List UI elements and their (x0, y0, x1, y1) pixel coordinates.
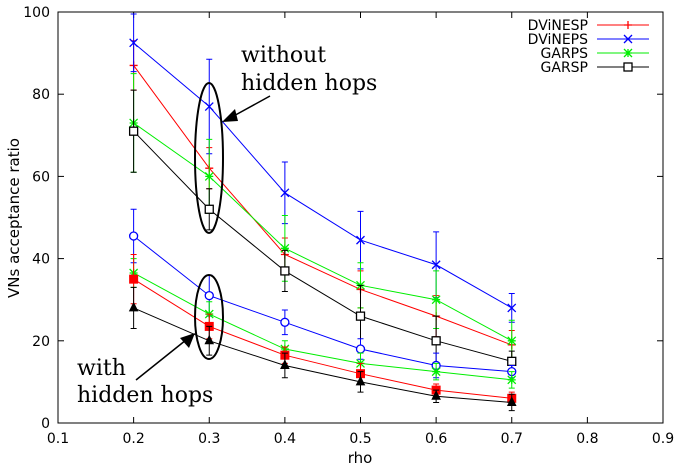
series-line (133, 65, 512, 346)
data-point (129, 38, 139, 48)
annotation-arrow-with (135, 333, 195, 381)
x-axis-title: rho (348, 449, 373, 467)
series-line (133, 122, 512, 342)
legend-marker (623, 48, 633, 58)
legend-label: DViNEPS (528, 32, 588, 48)
annotation-without-hidden-hops-line2: hidden hops (241, 71, 377, 96)
data-point (507, 303, 517, 313)
data-point (355, 311, 366, 321)
x-tick-label: 0.2 (122, 431, 144, 447)
y-tick-label: 80 (32, 87, 50, 103)
legend-item-dvinesp: DViNESP (528, 18, 649, 34)
x-tick-label: 0.5 (349, 431, 371, 447)
data-point (431, 295, 441, 305)
highlight-ellipse-without (194, 82, 224, 234)
data-point (355, 375, 366, 386)
legend-label: GARPS (541, 46, 589, 62)
data-point (204, 171, 214, 181)
y-tick-label: 40 (32, 252, 50, 268)
data-point (128, 126, 139, 136)
data-point (356, 235, 365, 245)
data-point (280, 359, 290, 369)
x-tick-label: 0.9 (652, 431, 674, 447)
data-point (128, 301, 139, 312)
legend-label: GARSP (541, 60, 588, 76)
y-tick-label: 60 (32, 169, 50, 185)
legend-item-garsp: GARSP (541, 60, 649, 76)
data-point (507, 356, 517, 367)
annotation-arrow-without (222, 95, 271, 122)
data-point (204, 204, 214, 214)
data-point (431, 367, 441, 377)
annotation-with-hidden-hops-line1: with (77, 356, 126, 381)
legend-item-dvineps: DViNEPS (528, 32, 649, 48)
data-point (507, 375, 517, 385)
series-layer (128, 13, 517, 412)
tick-labels: 0.1 0.2 0.3 0.4 0.5 0.6 0.7 0.8 0.9 0 20 40 60 80 100 (23, 5, 674, 447)
y-tick-label: 100 (23, 5, 50, 21)
highlight-ellipse-with (194, 274, 224, 360)
data-point (507, 336, 517, 346)
data-point (280, 266, 290, 276)
data-point (129, 274, 139, 284)
legend-marker (623, 62, 633, 72)
series-garsp (128, 89, 517, 373)
data-point (355, 344, 366, 354)
x-tick-label: 0.1 (47, 431, 69, 447)
data-point (431, 260, 441, 270)
data-point (204, 290, 214, 301)
data-point (280, 317, 290, 327)
series-line (133, 278, 512, 399)
series-line (133, 42, 512, 309)
y-tick-label: 0 (41, 416, 50, 432)
y-axis-title: VNs acceptance ratio (5, 138, 23, 298)
x-tick-label: 0.6 (425, 431, 447, 447)
data-point (204, 334, 215, 345)
series-line (133, 130, 512, 362)
legend-item-garps: GARPS (541, 46, 649, 62)
x-tick-label: 0.7 (501, 431, 523, 447)
data-point (506, 396, 517, 406)
data-point (204, 102, 214, 111)
series-line (133, 235, 512, 373)
x-tick-label: 0.4 (274, 431, 296, 447)
plot-frame (57, 11, 664, 424)
legend-marker (624, 21, 632, 29)
legend-marker (623, 34, 633, 44)
annotation-without-hidden-hops-line1: without (241, 43, 326, 68)
data-point (431, 390, 441, 400)
x-tick-label: 0.8 (576, 431, 598, 447)
series-garps (129, 73, 517, 362)
data-point (280, 188, 290, 198)
annotation-with-hidden-hops-line2: hidden hops (77, 383, 213, 408)
data-point (280, 243, 290, 253)
data-point (128, 231, 139, 241)
y-tick-label: 20 (32, 334, 50, 350)
x-tick-label: 0.3 (198, 431, 220, 447)
legend-label: DViNESP (528, 18, 588, 34)
data-point (431, 336, 441, 346)
series-line (133, 272, 512, 381)
